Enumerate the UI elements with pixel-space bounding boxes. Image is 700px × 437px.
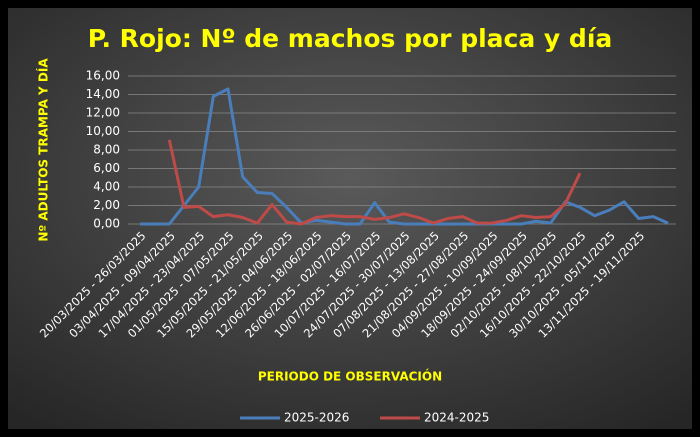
y-tick-label: 12,00	[86, 106, 120, 120]
y-axis-title: Nº ADULTOS TRAMPA Y DÍA	[36, 58, 51, 242]
series-line	[167, 139, 582, 226]
chart-title: P. Rojo: Nº de machos por placa y día	[88, 24, 613, 53]
legend-label: 2025-2026	[284, 411, 349, 425]
y-tick-label: 14,00	[86, 87, 120, 101]
y-tick-label: 4,00	[93, 180, 120, 194]
legend-label: 2024-2025	[424, 411, 489, 425]
y-tick-label: 6,00	[93, 161, 120, 175]
y-tick-label: 16,00	[86, 69, 120, 83]
chart-background	[8, 8, 692, 429]
y-tick-label: 8,00	[93, 143, 120, 157]
y-tick-label: 10,00	[86, 124, 120, 138]
series-line	[140, 87, 669, 226]
y-tick-label: 0,00	[93, 217, 120, 231]
x-axis-title: PERIODO DE OBSERVACIÓN	[258, 369, 442, 384]
y-tick-label: 2,00	[93, 198, 120, 212]
